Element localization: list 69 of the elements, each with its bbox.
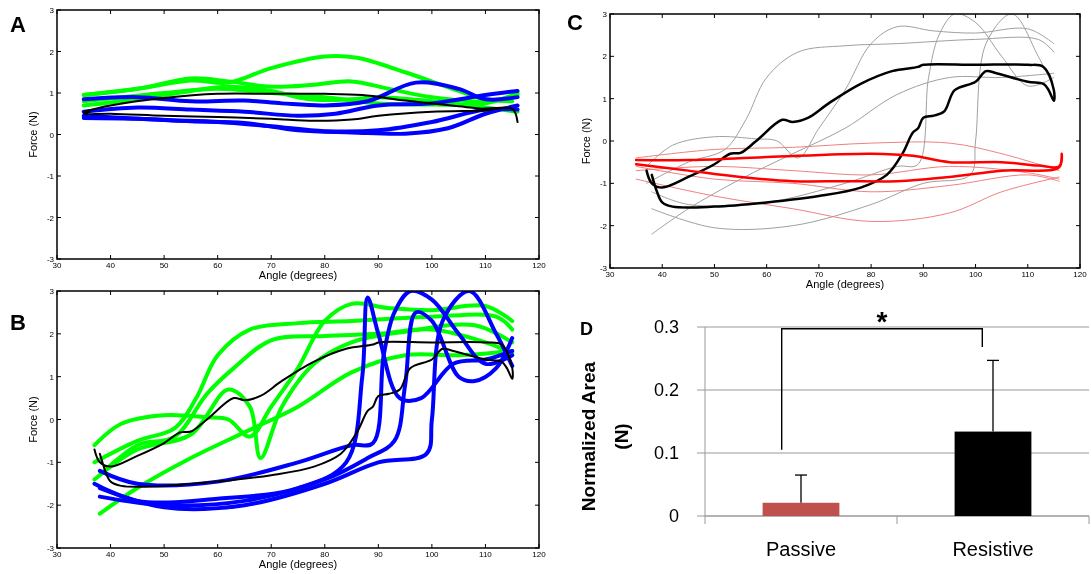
y-tick-label: -2 <box>46 501 55 511</box>
x-tick-label: 80 <box>866 270 877 279</box>
x-tick-label: Resistive <box>952 538 1034 560</box>
y-tick-label: -2 <box>599 221 608 231</box>
chart-title: D <box>580 319 593 339</box>
annotation: * <box>876 306 888 337</box>
y-tick-label: 3 <box>602 10 608 19</box>
y-tick-label: 0.3 <box>653 317 679 337</box>
x-tick-label: 50 <box>159 550 170 559</box>
y-tick-label: 1 <box>49 89 55 98</box>
y-axis-title: Force (N) <box>27 396 39 443</box>
y-axis-title: Normalized Area (N) <box>578 361 632 512</box>
x-tick-label: 100 <box>425 261 440 270</box>
y-tick-label: -1 <box>46 172 55 181</box>
x-tick-label: 50 <box>159 261 170 270</box>
x-tick-label: 60 <box>213 550 223 559</box>
x-tick-label: 30 <box>605 270 615 279</box>
x-tick-label: 110 <box>1021 270 1035 279</box>
y-tick-label: 0 <box>49 415 55 425</box>
y-tick-label: 0 <box>668 506 679 526</box>
x-tick-label: 60 <box>762 270 772 279</box>
x-tick-label: 70 <box>266 261 277 270</box>
x-tick-label: 70 <box>266 550 277 559</box>
y-tick-label: -3 <box>46 255 55 264</box>
y-tick-label: 0 <box>49 130 55 140</box>
x-tick-label: 110 <box>479 550 493 559</box>
y-tick-label: -1 <box>46 458 55 468</box>
x-tick-label: 80 <box>320 261 330 270</box>
y-tick-label: 2 <box>49 47 55 57</box>
y-axis-title: Force (N) <box>580 117 592 165</box>
y-tick-label: 0 <box>602 137 608 146</box>
x-tick-label: 60 <box>213 261 223 270</box>
y-tick-label: -2 <box>46 213 55 223</box>
y-axis-title: Force (N) <box>27 111 39 158</box>
x-axis-title: Angle (degrees) <box>258 558 338 570</box>
x-tick-label: 120 <box>532 550 547 559</box>
y-tick-label: 0.2 <box>653 380 679 400</box>
x-tick-label: 70 <box>814 270 824 279</box>
x-tick-label: 80 <box>320 550 330 559</box>
x-tick-label: 100 <box>425 550 440 559</box>
x-tick-label: 90 <box>918 270 929 279</box>
chart-title: C <box>567 10 583 35</box>
y-tick-label: -1 <box>599 179 608 189</box>
x-tick-label: 90 <box>373 261 384 270</box>
x-axis-title: Angle (degrees) <box>258 269 338 281</box>
x-tick-label: 100 <box>968 270 983 279</box>
y-tick-label: 3 <box>49 6 55 15</box>
x-tick-label: Passive <box>765 538 837 560</box>
y-tick-label: 2 <box>49 329 55 339</box>
y-tick-label: -3 <box>46 544 55 553</box>
y-tick-label: 1 <box>49 372 55 382</box>
chart-title: A <box>10 12 26 37</box>
y-tick-label: -3 <box>599 264 608 273</box>
x-tick-label: 30 <box>52 550 62 559</box>
y-tick-label: 1 <box>602 94 608 104</box>
y-tick-label: 3 <box>49 287 55 296</box>
x-tick-label: 40 <box>106 550 116 559</box>
x-tick-label: 90 <box>373 550 384 559</box>
x-axis-title: Angle (degrees) <box>805 278 885 290</box>
x-tick-label: 120 <box>1073 270 1088 279</box>
x-tick-label: 40 <box>106 261 116 270</box>
y-tick-label: 0.1 <box>653 443 679 463</box>
x-tick-label: 50 <box>709 270 720 279</box>
y-tick-label: 2 <box>602 52 608 62</box>
x-tick-label: 40 <box>657 270 668 279</box>
text: B <box>10 310 26 335</box>
x-tick-label: 30 <box>52 261 62 270</box>
x-tick-label: 120 <box>532 261 547 270</box>
x-tick-label: 110 <box>479 261 493 270</box>
